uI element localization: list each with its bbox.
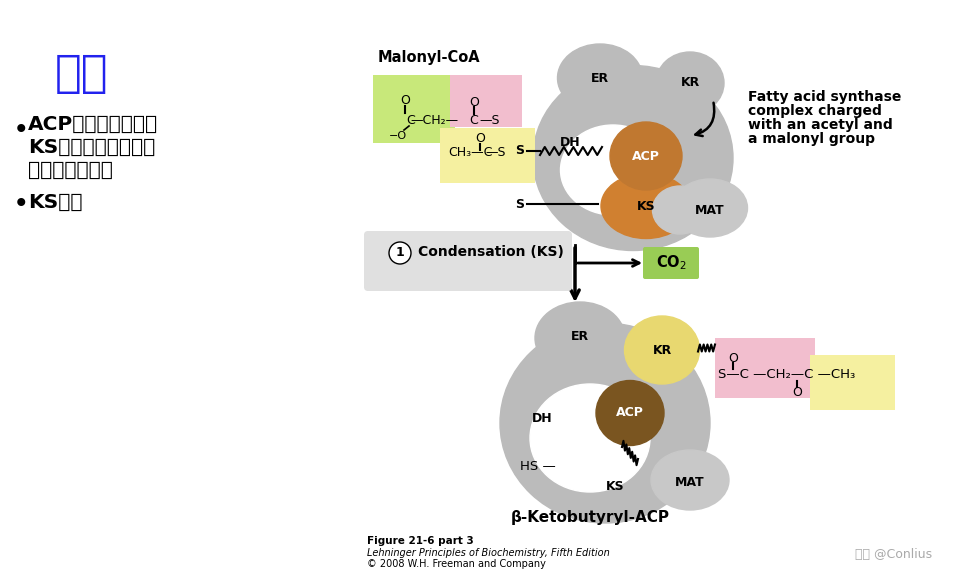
Text: KS: KS [637, 200, 655, 212]
Text: C: C [407, 113, 415, 126]
Ellipse shape [530, 384, 650, 492]
Circle shape [389, 242, 411, 264]
Text: KR: KR [681, 76, 700, 88]
Text: with an acetyl and: with an acetyl and [748, 118, 892, 132]
FancyBboxPatch shape [643, 247, 699, 279]
Text: β-Ketobutyryl-ACP: β-Ketobutyryl-ACP [510, 510, 670, 525]
Ellipse shape [673, 179, 747, 237]
FancyBboxPatch shape [373, 75, 455, 143]
Text: DH: DH [560, 137, 580, 150]
Ellipse shape [652, 186, 708, 234]
Ellipse shape [533, 66, 733, 250]
Ellipse shape [656, 52, 724, 114]
Text: KS上的乙酰基缩合，: KS上的乙酰基缩合， [28, 138, 155, 157]
Text: —S: —S [486, 147, 506, 159]
FancyBboxPatch shape [364, 231, 572, 291]
Text: HS —: HS — [520, 460, 556, 473]
Ellipse shape [560, 125, 666, 215]
Text: —CH₂—: —CH₂— [409, 113, 458, 126]
Text: a malonyl group: a malonyl group [748, 132, 875, 146]
Text: •: • [14, 193, 28, 216]
Text: O: O [792, 386, 802, 399]
Text: CH₃—C: CH₃—C [448, 147, 493, 159]
Ellipse shape [610, 122, 682, 190]
Text: ER: ER [571, 329, 590, 342]
Text: −O: −O [389, 131, 408, 141]
Ellipse shape [500, 323, 710, 523]
Text: CO$_2$: CO$_2$ [655, 254, 686, 272]
Ellipse shape [596, 381, 664, 445]
Text: S: S [515, 197, 524, 211]
FancyBboxPatch shape [810, 355, 895, 410]
Text: KR: KR [652, 343, 672, 357]
Text: O: O [469, 95, 479, 108]
Text: Condensation (KS): Condensation (KS) [418, 245, 564, 259]
Text: ER: ER [590, 72, 609, 84]
Text: ACP: ACP [616, 406, 644, 420]
Text: MAT: MAT [676, 477, 705, 489]
Text: 缩合: 缩合 [55, 52, 108, 95]
Text: ACP上的丙二酰基和: ACP上的丙二酰基和 [28, 115, 158, 134]
Ellipse shape [535, 302, 625, 374]
Ellipse shape [508, 387, 576, 449]
Ellipse shape [570, 453, 660, 519]
Ellipse shape [601, 173, 691, 239]
Text: Lehninger Principles of Biochemistry, Fifth Edition: Lehninger Principles of Biochemistry, Fi… [367, 548, 610, 558]
Text: O: O [728, 352, 738, 364]
Ellipse shape [624, 316, 700, 384]
Text: —S: —S [480, 113, 500, 126]
Text: DH: DH [531, 411, 553, 424]
Ellipse shape [651, 450, 729, 510]
Text: ACP: ACP [632, 150, 660, 162]
FancyBboxPatch shape [440, 128, 535, 183]
Text: MAT: MAT [695, 204, 725, 217]
Text: © 2008 W.H. Freeman and Company: © 2008 W.H. Freeman and Company [367, 559, 546, 569]
Ellipse shape [558, 44, 643, 112]
Ellipse shape [539, 114, 601, 172]
Text: Figure 21-6 part 3: Figure 21-6 part 3 [367, 536, 473, 546]
Text: 释放出二氧化碳: 释放出二氧化碳 [28, 161, 113, 180]
Text: S—C —CH₂—C —CH₃: S—C —CH₂—C —CH₃ [718, 368, 856, 381]
Text: C: C [469, 113, 478, 126]
Text: •: • [14, 119, 28, 142]
FancyBboxPatch shape [450, 75, 522, 127]
Text: complex charged: complex charged [748, 104, 882, 118]
Text: 知乎 @Conlius: 知乎 @Conlius [855, 548, 932, 561]
Text: Malonyl-CoA: Malonyl-CoA [378, 50, 481, 65]
Text: 1: 1 [396, 247, 405, 260]
Text: O: O [400, 94, 409, 107]
FancyArrowPatch shape [695, 103, 714, 136]
Text: O: O [475, 133, 485, 146]
Text: KS: KS [606, 480, 624, 492]
FancyBboxPatch shape [715, 338, 815, 398]
Text: KS催化: KS催化 [28, 193, 82, 212]
Text: S: S [515, 144, 524, 158]
Text: Fatty acid synthase: Fatty acid synthase [748, 90, 901, 104]
